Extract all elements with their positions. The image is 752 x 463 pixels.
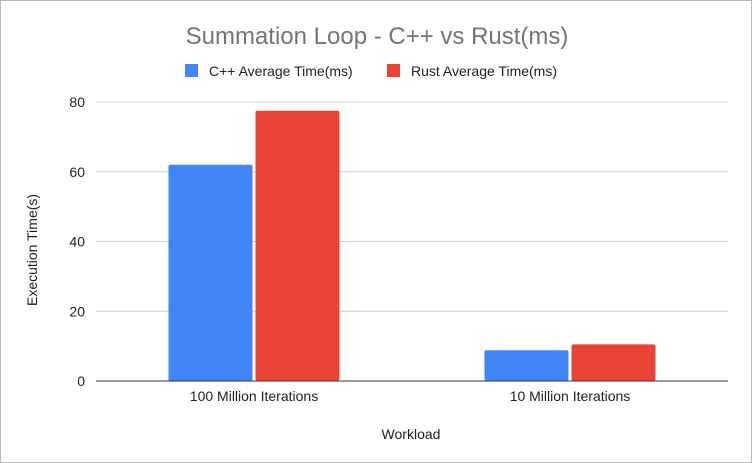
y-axis-label: Execution Time(s) — [24, 194, 40, 306]
x-tick-label: 100 Million Iterations — [190, 388, 318, 404]
legend: C++ Average Time(ms) Rust Average Time(m… — [185, 63, 557, 79]
bar-cpp-1 — [484, 350, 569, 381]
y-tick-label: 40 — [69, 234, 85, 250]
legend-label-rust: Rust Average Time(ms) — [411, 63, 557, 79]
y-tick-label: 60 — [69, 164, 85, 180]
y-axis-ticks: 0 20 40 60 80 — [69, 94, 85, 389]
y-tick-label: 80 — [69, 94, 85, 110]
x-axis: 100 Million Iterations 10 Million Iterati… — [96, 380, 728, 404]
bar-rust-0 — [255, 110, 340, 381]
bar-rust-1 — [571, 344, 656, 381]
x-axis-label: Workload — [382, 426, 441, 442]
x-tick-label: 10 Million Iterations — [510, 388, 631, 404]
y-tick-label: 20 — [69, 303, 85, 319]
legend-label-cpp: C++ Average Time(ms) — [209, 63, 353, 79]
bar-cpp-0 — [168, 164, 253, 381]
bars — [168, 110, 656, 381]
legend-swatch-rust — [387, 64, 400, 77]
y-tick-label: 0 — [77, 373, 85, 389]
chart-title: Summation Loop - C++ vs Rust(ms) — [186, 23, 569, 50]
legend-swatch-cpp — [185, 64, 198, 77]
